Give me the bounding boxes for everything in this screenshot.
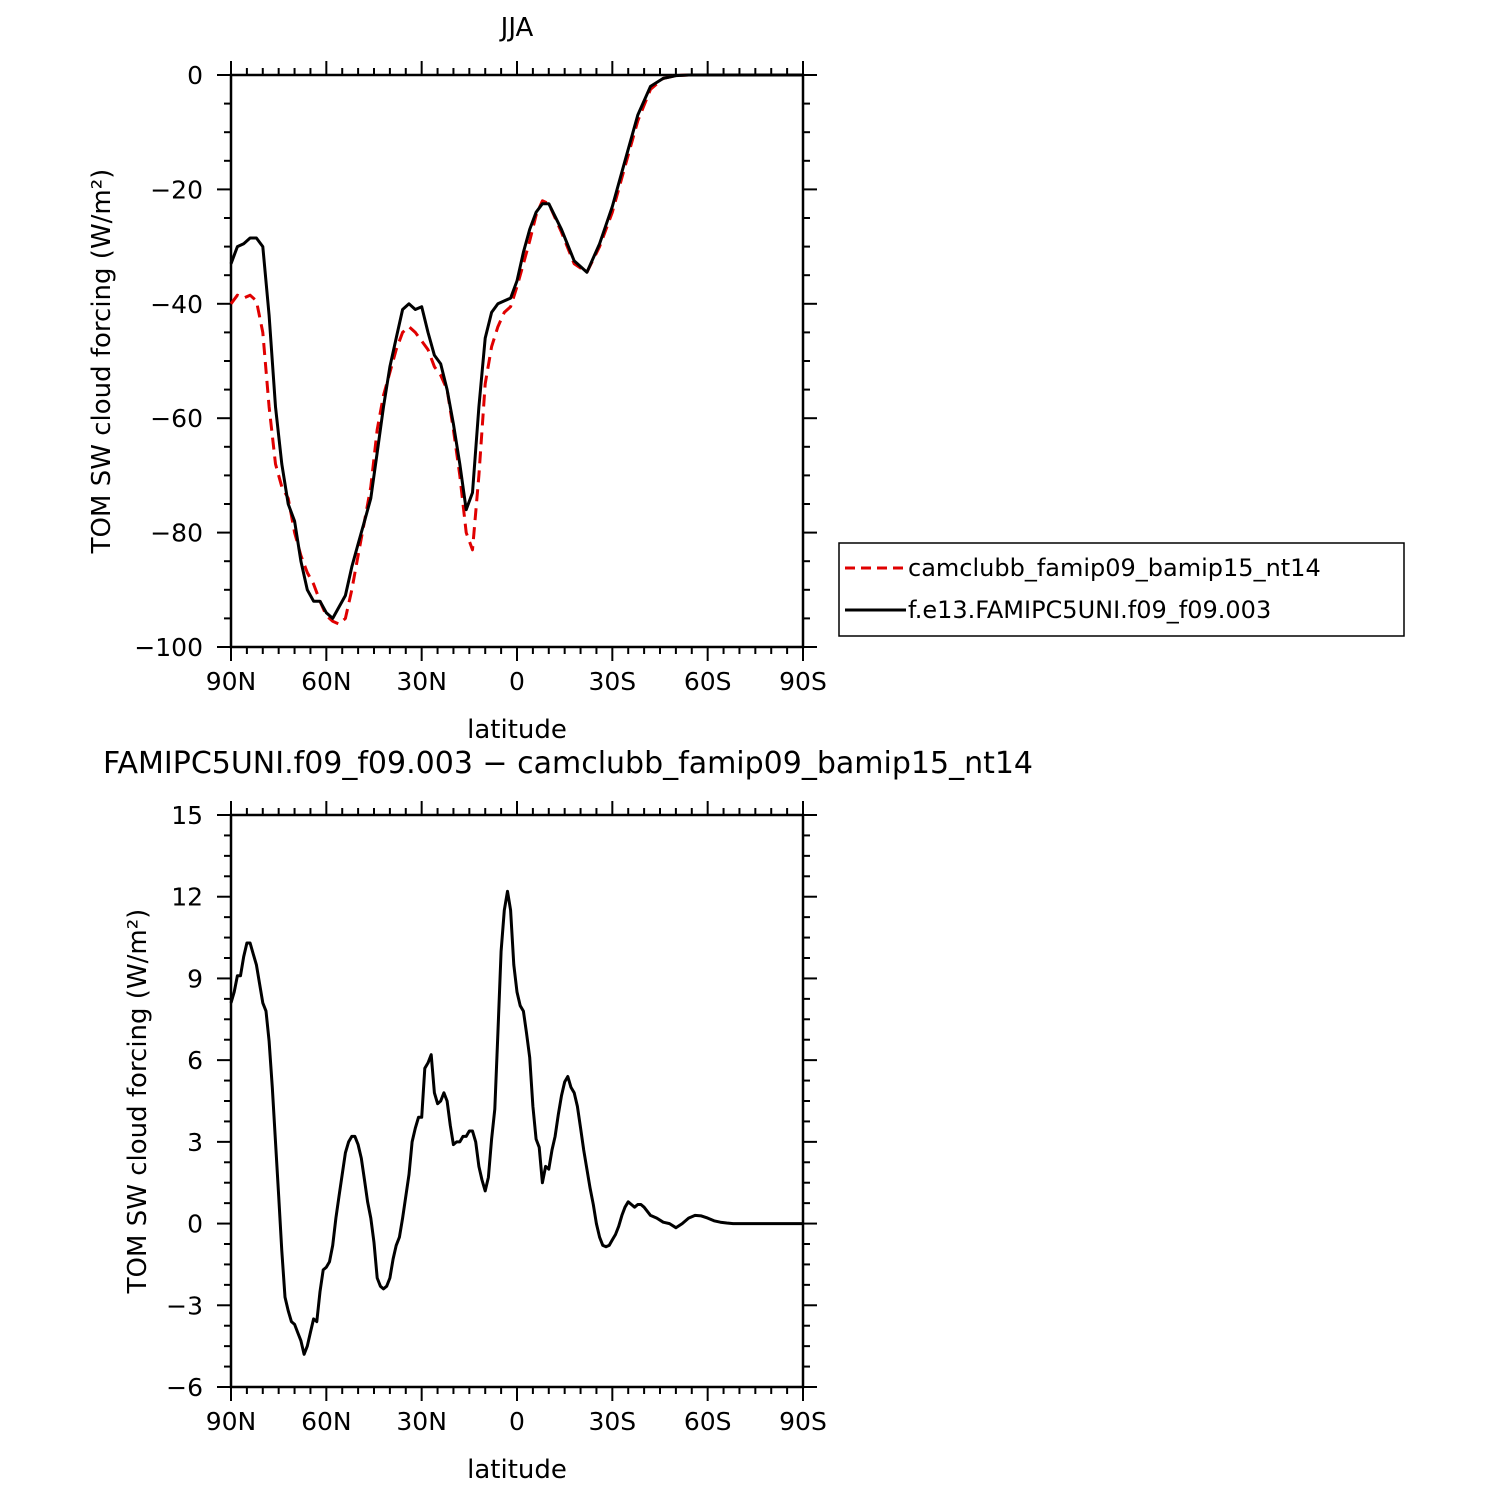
bottom-xtick-label: 60N xyxy=(301,1407,352,1436)
top-ytick-label: −20 xyxy=(150,175,203,204)
bottom-series-line-1 xyxy=(229,889,803,1356)
bottom-xtick-label: 90S xyxy=(779,1407,827,1436)
top-xtick-label: 60S xyxy=(684,667,732,696)
bottom-xtick-label: 90N xyxy=(206,1407,257,1436)
bottom-xtick-label: 30N xyxy=(396,1407,447,1436)
chart-top: JJA 90N 60N 30N 0 30S 60S 90S 0 −20 −40 −60 −80 −100… xyxy=(87,13,827,745)
chart-top-title: JJA xyxy=(499,13,534,43)
bottom-ytick-label: 0 xyxy=(187,1210,203,1239)
bottom-ytick-label: 12 xyxy=(171,883,203,912)
bottom-ytick-label: 3 xyxy=(187,1128,203,1157)
top-ytick-label: −60 xyxy=(150,404,203,433)
top-series-line-1 xyxy=(229,73,803,626)
bottom-xtick-label: 0 xyxy=(509,1407,525,1436)
top-ytick-label: 0 xyxy=(187,61,203,90)
top-xtick-label: 90S xyxy=(779,667,827,696)
legend-label-series-2: f.e13.FAMIPC5UNI.f09_f09.003 xyxy=(908,596,1271,624)
top-xtick-label: 30N xyxy=(396,667,447,696)
chart-bottom-ylabel: TOM SW cloud forcing (W/m²) xyxy=(123,909,153,1295)
bottom-xtick-label: 30S xyxy=(588,1407,636,1436)
top-xtick-label: 0 xyxy=(509,667,525,696)
bottom-ytick-label: 9 xyxy=(187,964,203,993)
top-series-line-2 xyxy=(229,73,803,620)
top-ytick-label: −40 xyxy=(150,290,203,319)
chart-top-xlabel: latitude xyxy=(467,715,567,745)
legend-box xyxy=(838,542,1405,637)
top-ytick-label: −80 xyxy=(150,519,203,548)
chart-bottom-xlabel: latitude xyxy=(467,1455,567,1485)
bottom-ytick-label: −6 xyxy=(166,1373,203,1402)
legend-label-series-1: camclubb_famip09_bamip15_nt14 xyxy=(908,554,1321,582)
bottom-xtick-label: 60S xyxy=(684,1407,732,1436)
bottom-ytick-label: 15 xyxy=(171,801,203,830)
bottom-plot-frame xyxy=(229,813,805,1389)
bottom-ytick-label: 6 xyxy=(187,1046,203,1075)
chart-bottom: FAMIPC5UNI.f09_f09.003 − camclubb_famip0… xyxy=(103,746,1033,1485)
top-ytick-label: −100 xyxy=(134,633,203,662)
chart-top-ylabel: TOM SW cloud forcing (W/m²) xyxy=(87,169,117,555)
top-xtick-label: 60N xyxy=(301,667,352,696)
chart-bottom-title: FAMIPC5UNI.f09_f09.003 − camclubb_famip0… xyxy=(103,746,1033,781)
chart-bottom-plot-area: 90N 60N 30N 0 30S 60S 90S 15 12 9 6 3 0 −3 −6 xyxy=(166,801,827,1436)
bottom-ytick-label: −3 xyxy=(166,1291,203,1320)
top-plot-frame xyxy=(229,73,805,649)
chart-top-plot-area: 90N 60N 30N 0 30S 60S 90S 0 −20 −40 −60 −80 −100 xyxy=(134,61,827,696)
chart-top-legend: camclubb_famip09_bamip15_nt14 f.e13.FAMI… xyxy=(838,542,1405,637)
top-xtick-label: 30S xyxy=(588,667,636,696)
top-xtick-label: 90N xyxy=(206,667,257,696)
